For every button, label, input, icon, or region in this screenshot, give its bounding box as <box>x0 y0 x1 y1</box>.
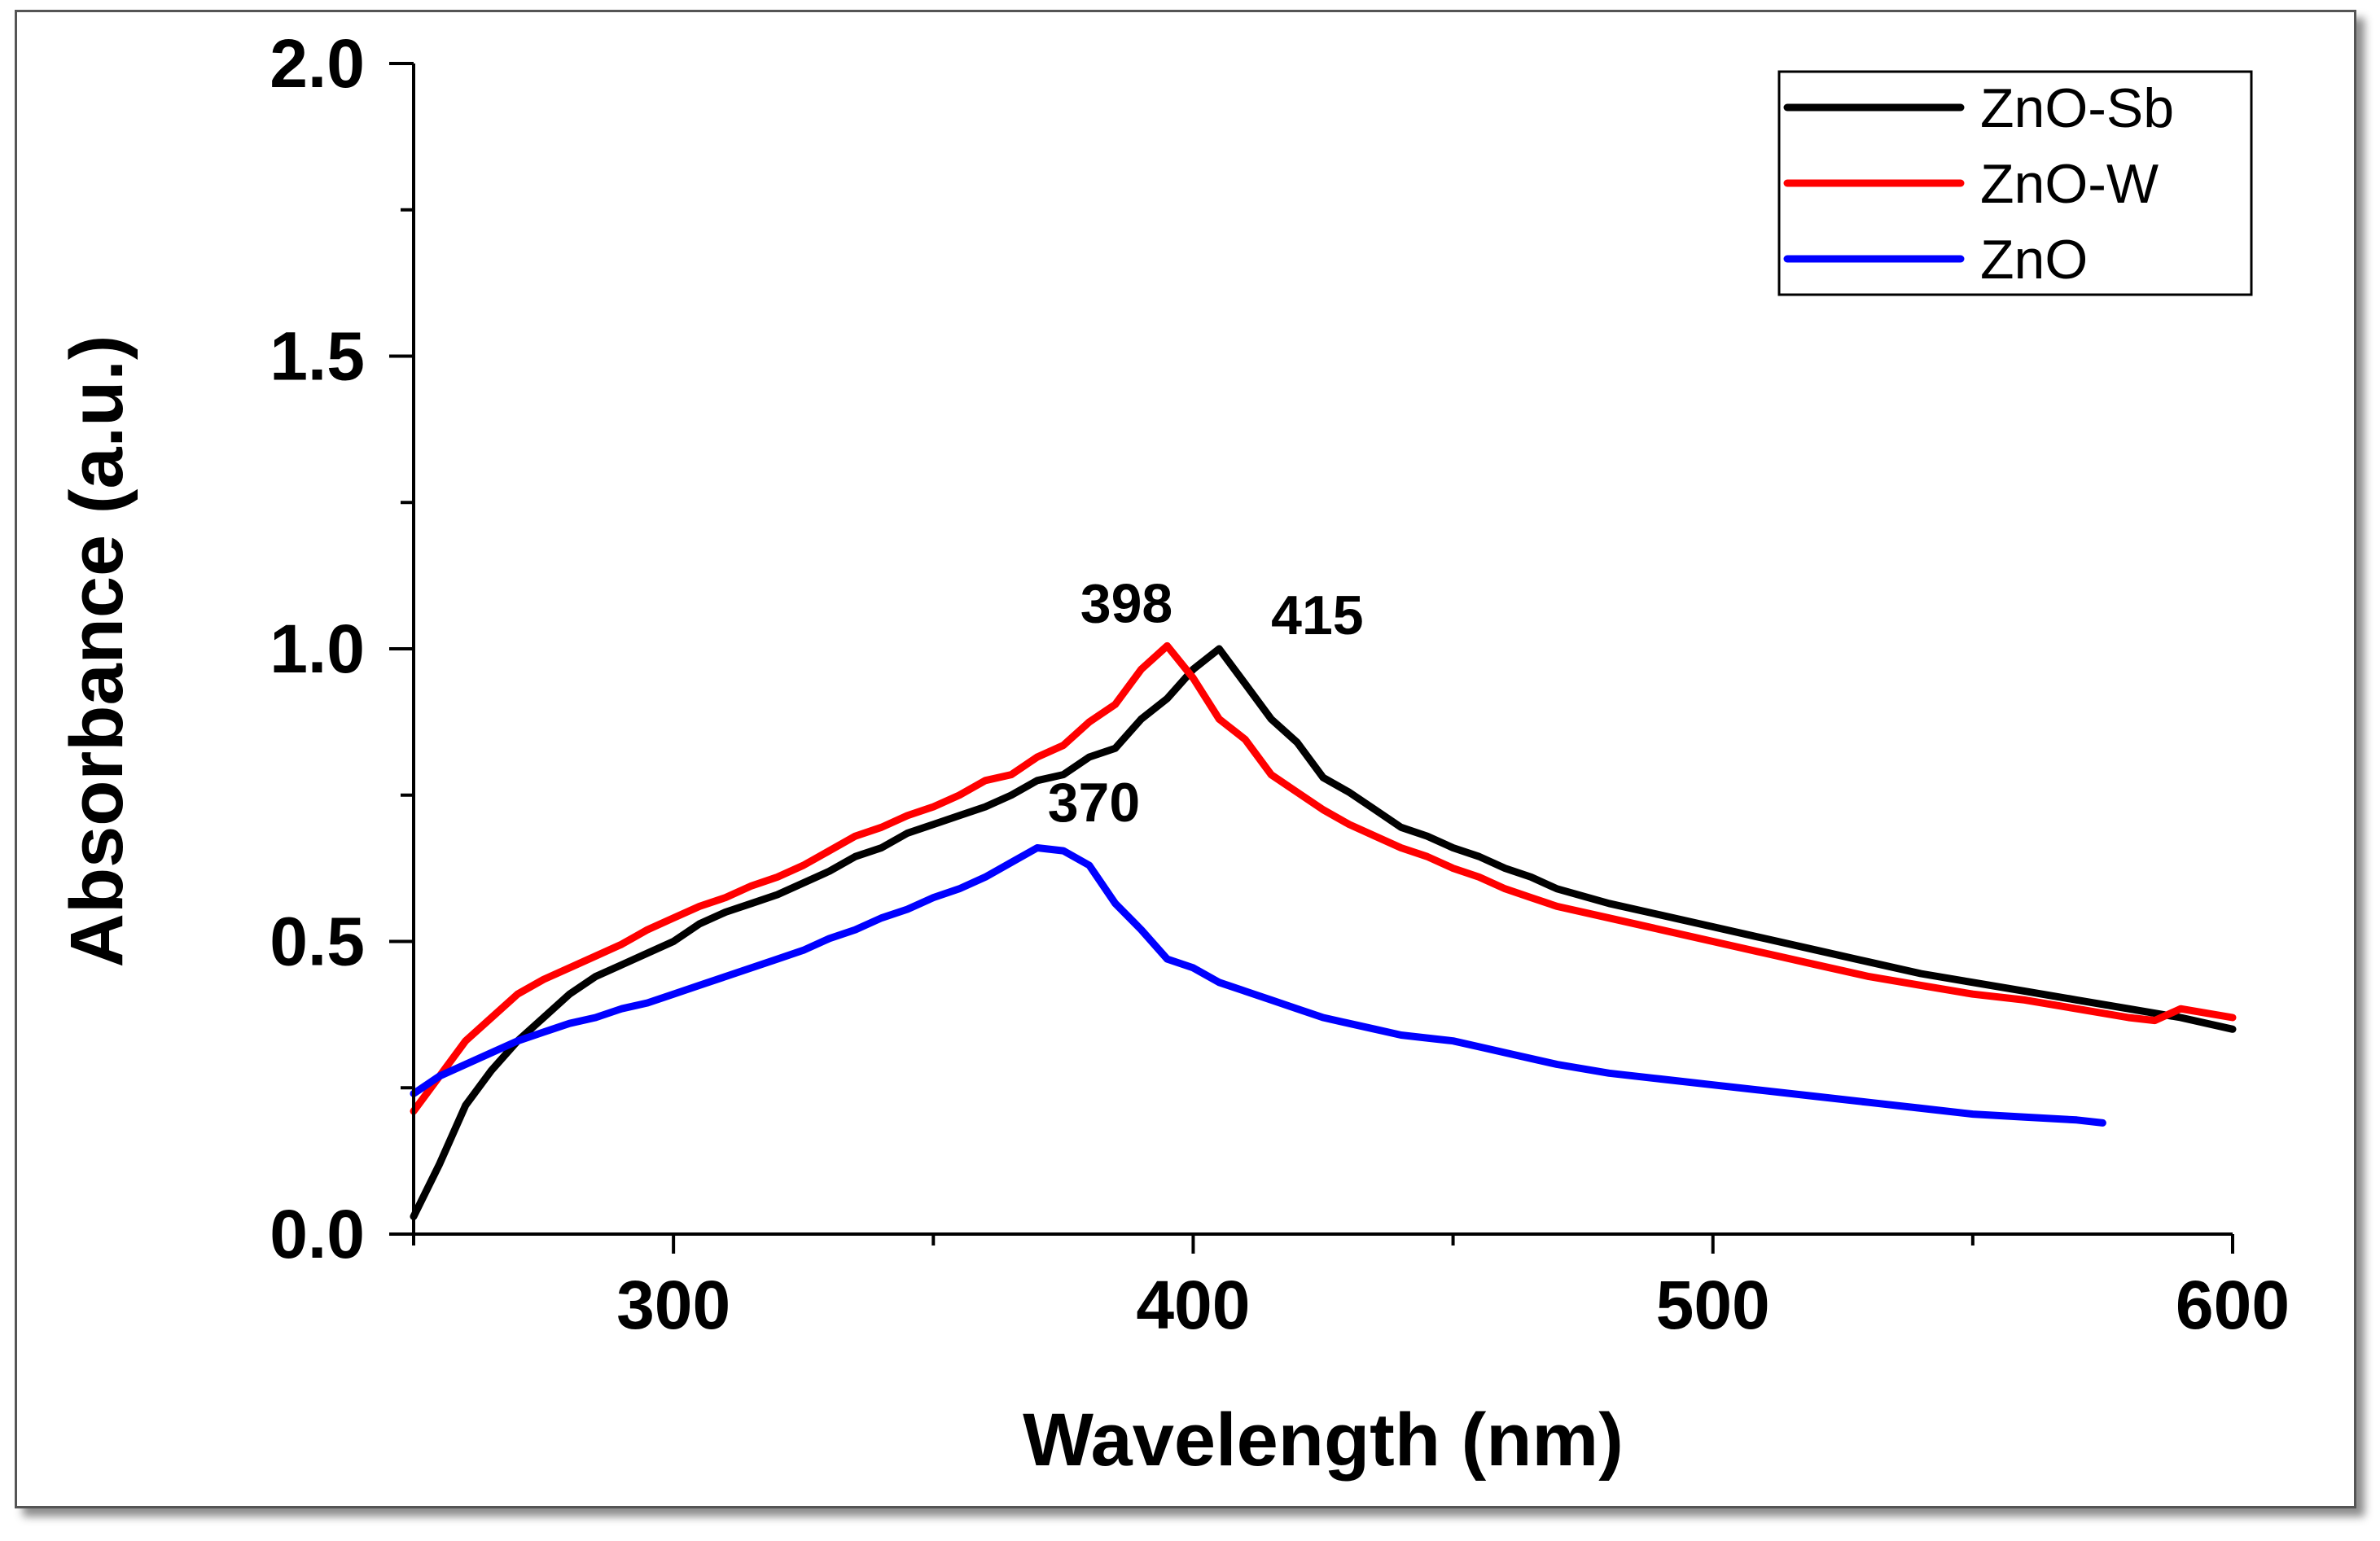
peak-label-370: 370 <box>1048 772 1140 834</box>
x-tick-label-500: 500 <box>1656 1267 1770 1343</box>
x-tick-label-400: 400 <box>1136 1267 1250 1343</box>
peak-annotations: 398 415 370 <box>1048 573 1364 834</box>
series-line-zno <box>410 844 2106 1127</box>
y-tick-label-4: 2.0 <box>270 25 365 102</box>
series-lines <box>410 641 2237 1220</box>
y-axis-title: Absorbance (a.u.) <box>55 335 138 967</box>
series-line-zno-w <box>410 641 2237 1115</box>
axis-ticks <box>389 62 2234 1254</box>
y-tick-label-2: 1.0 <box>270 611 365 687</box>
legend-label-zno-w: ZnO-W <box>1980 153 2159 215</box>
y-tick-label-0: 0.0 <box>270 1196 365 1272</box>
tick-labels: 300 400 500 600 0.0 0.5 1.0 1.5 2.0 <box>270 25 2290 1343</box>
legend-label-zno-sb: ZnO-Sb <box>1980 77 2174 139</box>
peak-label-415: 415 <box>1271 584 1363 646</box>
legend: ZnO-Sb ZnO-W ZnO <box>1777 70 2253 296</box>
y-tick-label-1: 0.5 <box>270 904 365 980</box>
x-axis-title: Wavelength (nm) <box>1023 1399 1624 1482</box>
y-tick-label-3: 1.5 <box>270 318 365 395</box>
x-tick-label-600: 600 <box>2176 1267 2290 1343</box>
x-tick-label-300: 300 <box>616 1267 730 1343</box>
series-line-zno-sb <box>410 645 2237 1220</box>
peak-label-398: 398 <box>1080 573 1172 635</box>
legend-label-zno: ZnO <box>1980 229 2088 291</box>
